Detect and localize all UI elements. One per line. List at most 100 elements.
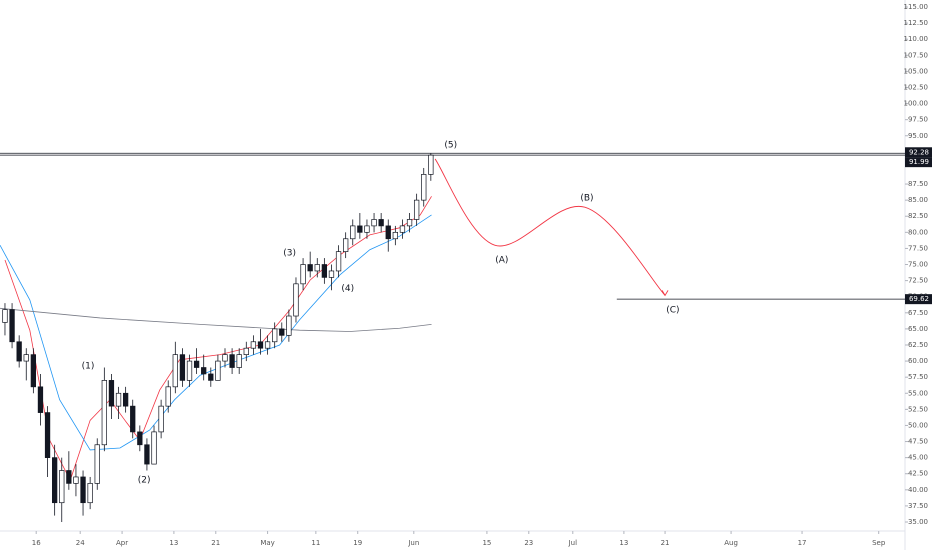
candle-body — [94, 444, 100, 484]
candle-body — [193, 360, 200, 368]
y-tick-label: 35.00 — [908, 518, 928, 526]
y-tick-label: 115.00 — [904, 3, 929, 11]
x-tick-label: 17 — [798, 539, 807, 547]
y-tick-label: 112.50 — [904, 19, 929, 27]
projection-curve — [434, 158, 666, 296]
candle-body — [16, 341, 22, 362]
candle-body — [250, 341, 257, 349]
moving-average — [0, 214, 432, 451]
projection-arrowhead — [661, 290, 669, 297]
candle-body — [229, 354, 235, 368]
x-tick-label: Sep — [872, 539, 886, 547]
y-tick-label: 57.50 — [908, 373, 928, 381]
price-label-box — [905, 157, 932, 168]
x-tick-label: Aug — [724, 539, 738, 547]
x-tick-label: 11 — [311, 539, 320, 547]
candle-body — [101, 380, 107, 446]
candle-body — [371, 219, 377, 227]
candle-body — [399, 225, 406, 233]
candle-body — [87, 483, 93, 504]
y-tick-label: 45.00 — [908, 454, 928, 462]
wave-label: (C) — [666, 306, 679, 316]
x-tick-label: 19 — [353, 539, 362, 547]
candle-body — [321, 264, 328, 278]
candle-body — [335, 251, 342, 272]
candle-body — [428, 154, 434, 175]
candle-body — [2, 309, 8, 323]
candle-body — [264, 341, 271, 349]
candle-body — [243, 347, 249, 355]
y-tick-label: 60.00 — [908, 357, 928, 365]
y-tick-label: 37.50 — [908, 502, 928, 510]
candle-body — [300, 264, 306, 285]
candle-body — [307, 264, 313, 272]
y-tick-label: 82.50 — [908, 212, 928, 220]
y-tick-label: 52.50 — [908, 405, 928, 413]
y-tick-label: 47.50 — [908, 438, 928, 446]
candle-body — [406, 219, 413, 227]
candle-body — [115, 392, 122, 407]
wave-label: (A) — [495, 256, 508, 266]
price-label: 92.28 — [909, 148, 929, 156]
y-tick-label: 110.00 — [904, 35, 929, 43]
candle-body — [208, 373, 214, 381]
x-tick-label: 23 — [524, 539, 533, 547]
x-tick-label: 21 — [211, 539, 220, 547]
y-tick-label: 95.00 — [908, 132, 928, 140]
price-label-box — [905, 147, 932, 158]
y-tick-label: 105.00 — [904, 67, 929, 75]
x-tick-label: Jun — [407, 539, 419, 547]
candle-body — [59, 470, 65, 504]
candle-body — [23, 354, 29, 362]
candle-body — [30, 354, 37, 388]
y-tick-label: 50.00 — [908, 421, 928, 429]
candle-body — [165, 386, 171, 407]
candle-body — [66, 470, 72, 484]
candle-body — [215, 360, 221, 381]
candle-body — [413, 199, 420, 220]
y-tick-label: 100.00 — [904, 100, 929, 108]
candle-body — [37, 386, 44, 413]
y-tick-label: 85.00 — [908, 196, 928, 204]
candle-body — [52, 457, 58, 504]
price-label-box — [905, 294, 932, 305]
candle-body — [179, 354, 186, 381]
x-tick-label: Jul — [568, 539, 578, 547]
y-tick-label: 107.50 — [904, 51, 929, 59]
candle-body — [222, 354, 228, 362]
candle-body — [44, 412, 51, 458]
x-tick-label: 13 — [169, 539, 178, 547]
price-label: 69.62 — [909, 295, 929, 303]
y-tick-label: 77.50 — [908, 244, 928, 252]
candle-body — [272, 328, 278, 343]
candle-body — [151, 431, 157, 465]
candle-body — [392, 231, 398, 240]
candle-body — [144, 444, 150, 465]
candle-body — [378, 219, 384, 227]
candle-body — [236, 354, 242, 368]
candle-body — [73, 476, 79, 484]
wave-label: (4) — [341, 284, 354, 294]
x-tick-label: Apr — [116, 539, 128, 547]
y-tick-label: 62.50 — [908, 341, 928, 349]
candle-body — [328, 270, 335, 278]
y-tick-label: 87.50 — [908, 180, 928, 188]
candle-body — [172, 354, 178, 388]
candle-body — [201, 367, 207, 375]
y-tick-label: 102.50 — [904, 83, 929, 91]
candle-body — [357, 225, 363, 233]
candle-body — [343, 238, 349, 252]
candle-body — [80, 476, 86, 504]
candle-body — [137, 431, 143, 446]
y-tick-label: 65.00 — [908, 325, 928, 333]
candle-body — [108, 380, 115, 407]
x-tick-label: 24 — [76, 539, 85, 547]
candle-body — [122, 392, 129, 407]
candle-body — [314, 264, 320, 272]
candle-body — [293, 283, 299, 317]
candle-body — [186, 360, 193, 381]
candle-body — [286, 315, 292, 336]
wave-label: (2) — [138, 476, 151, 486]
